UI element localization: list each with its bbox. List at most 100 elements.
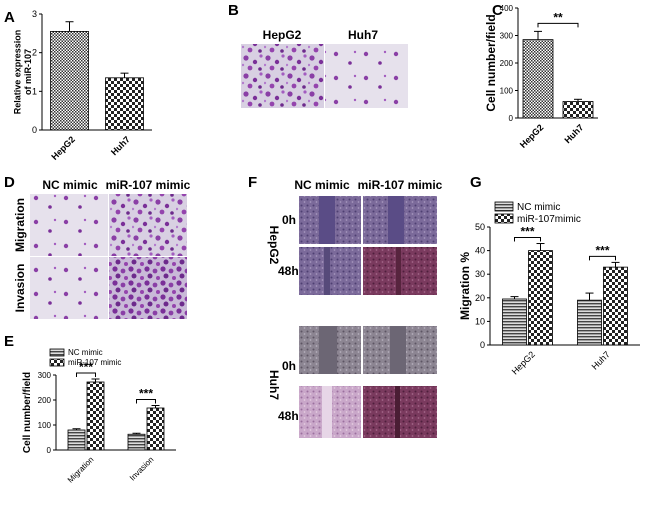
y-tick-label: 0 (47, 446, 52, 455)
panel-f-time-0h-hepg2: 0h (282, 213, 296, 227)
micrograph-invasion-nc (30, 257, 108, 319)
panel-b-label-huh7: Huh7 (348, 28, 378, 42)
y-axis-label: Cell number/field (22, 372, 33, 453)
panel-letter-b: B (228, 2, 239, 19)
panel-f-cell-hepg2: HepG2 (267, 226, 281, 265)
panel-f-col-nc: NC mimic (294, 178, 350, 192)
y-axis-label: Relative expressionof miR-107 (13, 30, 33, 115)
y-tick-label: 100 (38, 421, 52, 430)
y-tick-label: 0 (509, 114, 514, 123)
panel-letter-e: E (4, 333, 14, 350)
y-tick-label: 100 (500, 87, 514, 96)
panel-letter-c: C (492, 2, 503, 19)
scratch-hepg2-0h-nc (299, 196, 361, 244)
y-tick-label: 50 (475, 222, 485, 232)
significance-bracket (514, 237, 541, 242)
panel-d-col-mir107: miR-107 mimic (106, 178, 191, 192)
micrograph-invasion-mir107 (109, 257, 187, 319)
bar (528, 250, 553, 346)
y-tick-label: 30 (475, 269, 485, 279)
chart-a-mir107-expression: 0 1 2 3 Relative expressionof miR-107 HepG2 Hu… (13, 9, 152, 162)
y-tick-label: 10 (475, 316, 485, 326)
significance-bracket (589, 255, 616, 261)
panel-letter-g: G (470, 174, 482, 191)
significance-bracket (537, 22, 579, 28)
y-tick-label: 300 (38, 371, 52, 380)
panel-f-col-mir107: miR-107 mimic (358, 178, 443, 192)
bar (562, 101, 594, 119)
bar (522, 39, 554, 119)
y-tick-label: 200 (38, 396, 52, 405)
x-tick-label: Huh7 (562, 122, 585, 145)
legend-label: miR-107 mimic (68, 358, 121, 367)
x-tick-label: Huh7 (109, 134, 132, 157)
scratch-hepg2-0h-mir107 (363, 196, 437, 244)
y-axis-label: Migration % (458, 252, 472, 320)
legend-swatch (49, 348, 65, 357)
legend-swatch (49, 358, 65, 367)
y-tick-label: 20 (475, 293, 485, 303)
panel-d-row-invasion: Invasion (13, 264, 27, 313)
x-tick-label: Huh7 (590, 349, 612, 371)
x-tick-label: HepG2 (49, 134, 77, 162)
legend-swatch (494, 201, 514, 212)
legend-swatch (494, 213, 514, 224)
significance-label: *** (595, 243, 609, 257)
panel-f-wound-healing: NC mimic miR-107 mimic HepG2 Huh7 0h 48h… (267, 178, 443, 438)
y-tick-label: 0 (480, 340, 485, 350)
micrograph-hepg2 (241, 44, 324, 108)
panel-b-micrographs: HepG2 Huh7 (241, 28, 408, 108)
y-tick-label: 1 (32, 86, 37, 96)
x-tick-label: Migration (66, 455, 96, 485)
panel-letter-f: F (248, 174, 257, 191)
bar (502, 298, 527, 346)
y-tick-label: 0 (32, 125, 37, 135)
significance-label: *** (79, 360, 93, 374)
bar (127, 433, 146, 451)
y-axis-label: Cell number/field (484, 14, 498, 111)
bar (67, 429, 86, 451)
panel-f-time-0h-huh7: 0h (282, 359, 296, 373)
legend-label: miR-107mimic (517, 214, 581, 225)
significance-label: *** (139, 387, 153, 401)
panel-d-col-nc: NC mimic (42, 178, 98, 192)
legend-label: NC mimic (68, 348, 103, 357)
bar (50, 30, 89, 131)
panel-d-micrographs: NC mimic miR-107 mimic Migration Invasio… (13, 178, 191, 319)
significance-label: ** (553, 10, 563, 24)
bar (86, 381, 105, 451)
chart-g-migration-percent: 0 10 20 30 40 50 Migration % HepG2 Huh7 *** *** NC … (458, 201, 640, 377)
x-tick-label: HepG2 (518, 122, 546, 150)
bar (146, 407, 165, 451)
bar (577, 299, 602, 346)
y-tick-label: 300 (500, 32, 514, 41)
y-tick-label: 40 (475, 246, 485, 256)
bar (105, 77, 144, 131)
panel-f-time-48h-huh7: 48h (278, 409, 299, 423)
significance-bracket (136, 399, 156, 404)
panel-f-time-48h-hepg2: 48h (278, 264, 299, 278)
panel-d-row-migration: Migration (13, 198, 27, 252)
micrograph-migration-mir107 (109, 194, 187, 256)
y-tick-label: 2 (32, 48, 37, 58)
legend-label: NC mimic (517, 202, 560, 213)
panel-letter-d: D (4, 174, 15, 191)
x-tick-label: HepG2 (510, 349, 537, 376)
panel-b-label-hepg2: HepG2 (263, 28, 302, 42)
panel-f-cell-huh7: Huh7 (267, 370, 281, 400)
scratch-huh7-48h-mir107 (363, 386, 437, 438)
significance-label: *** (520, 225, 534, 239)
y-tick-label: 3 (32, 9, 37, 19)
scratch-huh7-0h-mir107 (363, 326, 437, 374)
y-tick-label: 400 (500, 4, 514, 13)
y-tick-label: 200 (500, 59, 514, 68)
scratch-hepg2-48h-mir107 (363, 247, 437, 295)
significance-bracket (76, 372, 96, 377)
micrograph-huh7 (325, 44, 408, 108)
x-tick-label: Invasion (128, 455, 155, 482)
scratch-hepg2-48h-nc (299, 247, 361, 295)
chart-e-migration-invasion: 0 100 200 300 Cell number/field Migration Inva… (22, 348, 176, 485)
bar (603, 266, 628, 346)
